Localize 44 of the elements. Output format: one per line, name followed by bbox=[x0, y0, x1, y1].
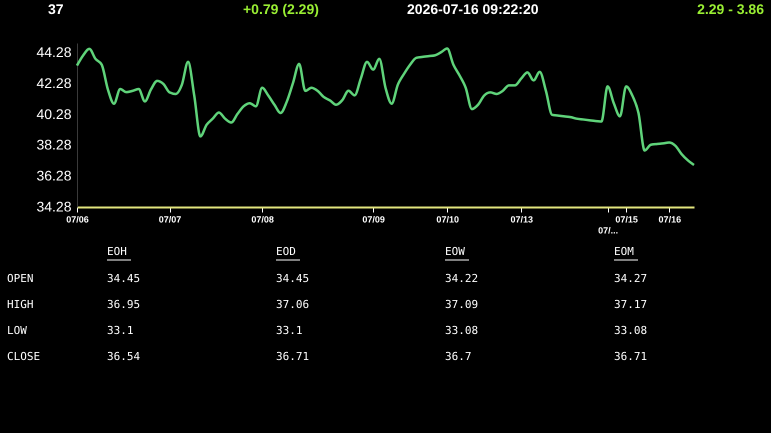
text: 36.54 bbox=[107, 350, 140, 363]
text: EOM bbox=[614, 245, 634, 258]
text: EOD bbox=[276, 245, 296, 258]
y-tick-label: 40.28 bbox=[36, 106, 72, 122]
text: LOW bbox=[7, 324, 28, 337]
x-tick-label: 07/13 bbox=[510, 214, 534, 224]
y-tick-label: 38.28 bbox=[36, 136, 72, 153]
text: 36.95 bbox=[107, 298, 140, 311]
text: OPEN bbox=[7, 272, 34, 285]
text: 33.08 bbox=[614, 324, 648, 337]
text: 37.09 bbox=[445, 298, 478, 311]
text: EOH bbox=[107, 245, 127, 258]
text: 36.71 bbox=[614, 350, 648, 363]
x-tick-label: 07/... bbox=[598, 226, 618, 236]
text: 37.06 bbox=[276, 298, 310, 311]
y-tick-label: 44.28 bbox=[36, 44, 72, 60]
text: 34.27 bbox=[614, 272, 648, 285]
text: HIGH bbox=[7, 298, 34, 311]
text: 33.1 bbox=[276, 324, 302, 337]
x-tick-label: 07/10 bbox=[436, 214, 459, 224]
x-tick-label: 07/16 bbox=[658, 214, 682, 224]
text: 36.7 bbox=[445, 350, 472, 363]
text: CLOSE bbox=[7, 350, 40, 363]
x-tick-label: 07/15 bbox=[615, 214, 638, 224]
text: 33.08 bbox=[445, 324, 478, 337]
y-tick-label: 34.28 bbox=[36, 198, 72, 214]
text: 34.45 bbox=[107, 272, 140, 285]
text: 37 bbox=[48, 1, 64, 17]
y-tick-label: 42.28 bbox=[36, 74, 72, 91]
text: 37.17 bbox=[614, 298, 648, 311]
x-tick-label: 07/08 bbox=[251, 214, 274, 224]
x-tick-label: 07/06 bbox=[66, 214, 89, 224]
text: EOW bbox=[445, 245, 466, 258]
x-tick-label: 07/09 bbox=[362, 214, 385, 224]
text: 2026-07-16 09:22:20 bbox=[407, 1, 539, 17]
text: 36.71 bbox=[276, 350, 310, 363]
x-tick-label: 07/07 bbox=[158, 214, 182, 224]
y-tick-label: 36.28 bbox=[36, 168, 72, 184]
text: +0.79 (2.29) bbox=[243, 1, 319, 17]
line-series bbox=[76, 47, 696, 166]
text: 33.1 bbox=[107, 324, 134, 337]
text: 34.22 bbox=[445, 272, 478, 285]
text: 2.29 - 3.86 bbox=[697, 1, 764, 17]
text: 34.45 bbox=[276, 272, 310, 285]
